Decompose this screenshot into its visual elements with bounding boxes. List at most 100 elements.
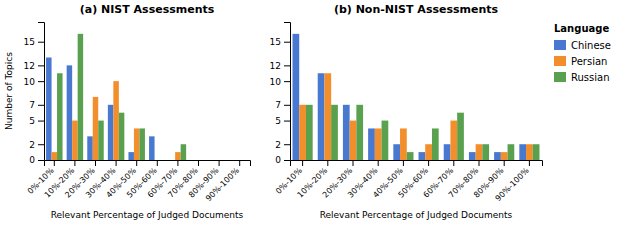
tick-mark: [504, 160, 505, 166]
tick-mark: [284, 160, 290, 161]
tick-label: 7: [29, 100, 35, 110]
bar: [508, 144, 515, 160]
tick-mark: [284, 65, 290, 66]
tick-mark: [38, 81, 44, 82]
tick-mark: [284, 105, 290, 106]
bar: [139, 128, 144, 160]
bar: [170, 160, 175, 161]
x-axis: 0%-10%10%-20%20%-30%30%-40%40%-50%50%-60…: [26, 160, 251, 203]
x-axis-title: Relevant Percentage of Judged Documents: [320, 210, 513, 220]
tick-mark: [54, 160, 55, 166]
bar: [331, 105, 338, 160]
bar: [343, 105, 350, 160]
bar: [119, 113, 124, 160]
bar: [382, 121, 389, 160]
bar: [407, 152, 414, 160]
tick: 0: [29, 155, 44, 165]
bar: [242, 160, 247, 161]
x-axis: 0%-10%10%-20%20%-30%30%-40%40%-50%50%-60…: [274, 160, 542, 203]
tick-mark: [284, 121, 290, 122]
axis-line: [45, 161, 251, 167]
y-axis: 0 2 5 7 10 12 15: [270, 23, 291, 166]
legend-label: Persian: [571, 56, 607, 67]
tick-mark: [479, 160, 480, 166]
axis-line: [291, 161, 543, 167]
bar: [175, 152, 180, 160]
chart-svg: 0 2 5 7 10 12 15 0%-10%10%-20%20%-30%30%-40%40%…: [0, 0, 640, 225]
tick: 7: [29, 100, 44, 110]
panel: 02571012150%-10%10%-20%20%-30%30%-40%40%…: [24, 23, 251, 204]
series: [293, 34, 527, 160]
tick-label: 2: [275, 140, 281, 150]
bar: [113, 81, 118, 160]
tick-label: 15: [270, 37, 281, 47]
legend-item: Persian: [554, 56, 607, 67]
legend-item: Chinese: [554, 40, 611, 51]
bar: [533, 144, 540, 160]
bar: [134, 128, 139, 160]
tick: 10: [24, 77, 44, 87]
bar: [57, 73, 62, 160]
bar: [400, 128, 407, 160]
bar: [216, 160, 221, 161]
tick-mark: [38, 144, 44, 145]
tick-mark: [327, 160, 328, 166]
y-axis-title: Number of Topics: [4, 52, 14, 130]
bar: [196, 160, 201, 161]
tick: 2: [275, 140, 290, 150]
bars: [293, 34, 540, 160]
bar: [350, 121, 357, 160]
tick-mark: [177, 160, 178, 166]
tick: 15: [24, 37, 44, 47]
tick-label: 10: [24, 77, 36, 87]
bar: [306, 105, 313, 160]
bar: [368, 128, 375, 160]
bar: [444, 144, 451, 160]
legend-label: Russian: [571, 72, 610, 83]
bar: [526, 144, 533, 160]
tick: 5: [29, 116, 44, 126]
bar: [494, 152, 501, 160]
axis-line: [38, 23, 45, 161]
tick: 10: [270, 77, 290, 87]
tick-mark: [428, 160, 429, 166]
tick: 12: [24, 61, 44, 71]
tick: 12: [270, 61, 290, 71]
tick-label: 5: [275, 116, 281, 126]
bar: [128, 152, 133, 160]
tick-mark: [198, 160, 199, 166]
bar: [393, 144, 400, 160]
tick-mark: [74, 160, 75, 166]
bar: [87, 136, 92, 160]
tick-mark: [378, 160, 379, 166]
bar: [72, 121, 77, 160]
tick-mark: [116, 160, 117, 166]
bar: [476, 144, 483, 160]
tick-mark: [284, 81, 290, 82]
series: [306, 105, 540, 160]
bar: [419, 152, 426, 160]
bar: [425, 144, 432, 160]
tick-mark: [38, 42, 44, 43]
bars: [46, 34, 186, 160]
series: [57, 34, 186, 160]
bar: [237, 160, 242, 161]
bar: [93, 97, 98, 160]
tick: 90%-100%: [494, 160, 531, 203]
bar: [450, 121, 457, 160]
legend-swatch: [554, 56, 566, 66]
tick-label: 7: [275, 100, 281, 110]
tick-label: 90%-100%: [204, 166, 241, 203]
bar: [457, 113, 464, 160]
tick-label: 5: [29, 116, 35, 126]
tick-label: 12: [270, 61, 281, 71]
series: [46, 57, 154, 160]
tick-mark: [38, 160, 44, 161]
tick: 0: [275, 155, 290, 165]
bar: [222, 160, 227, 161]
tick: 7: [275, 100, 290, 110]
bar: [324, 73, 331, 160]
bar: [318, 73, 325, 160]
legend-label: Chinese: [571, 40, 611, 51]
tick-label: 0: [275, 155, 281, 165]
